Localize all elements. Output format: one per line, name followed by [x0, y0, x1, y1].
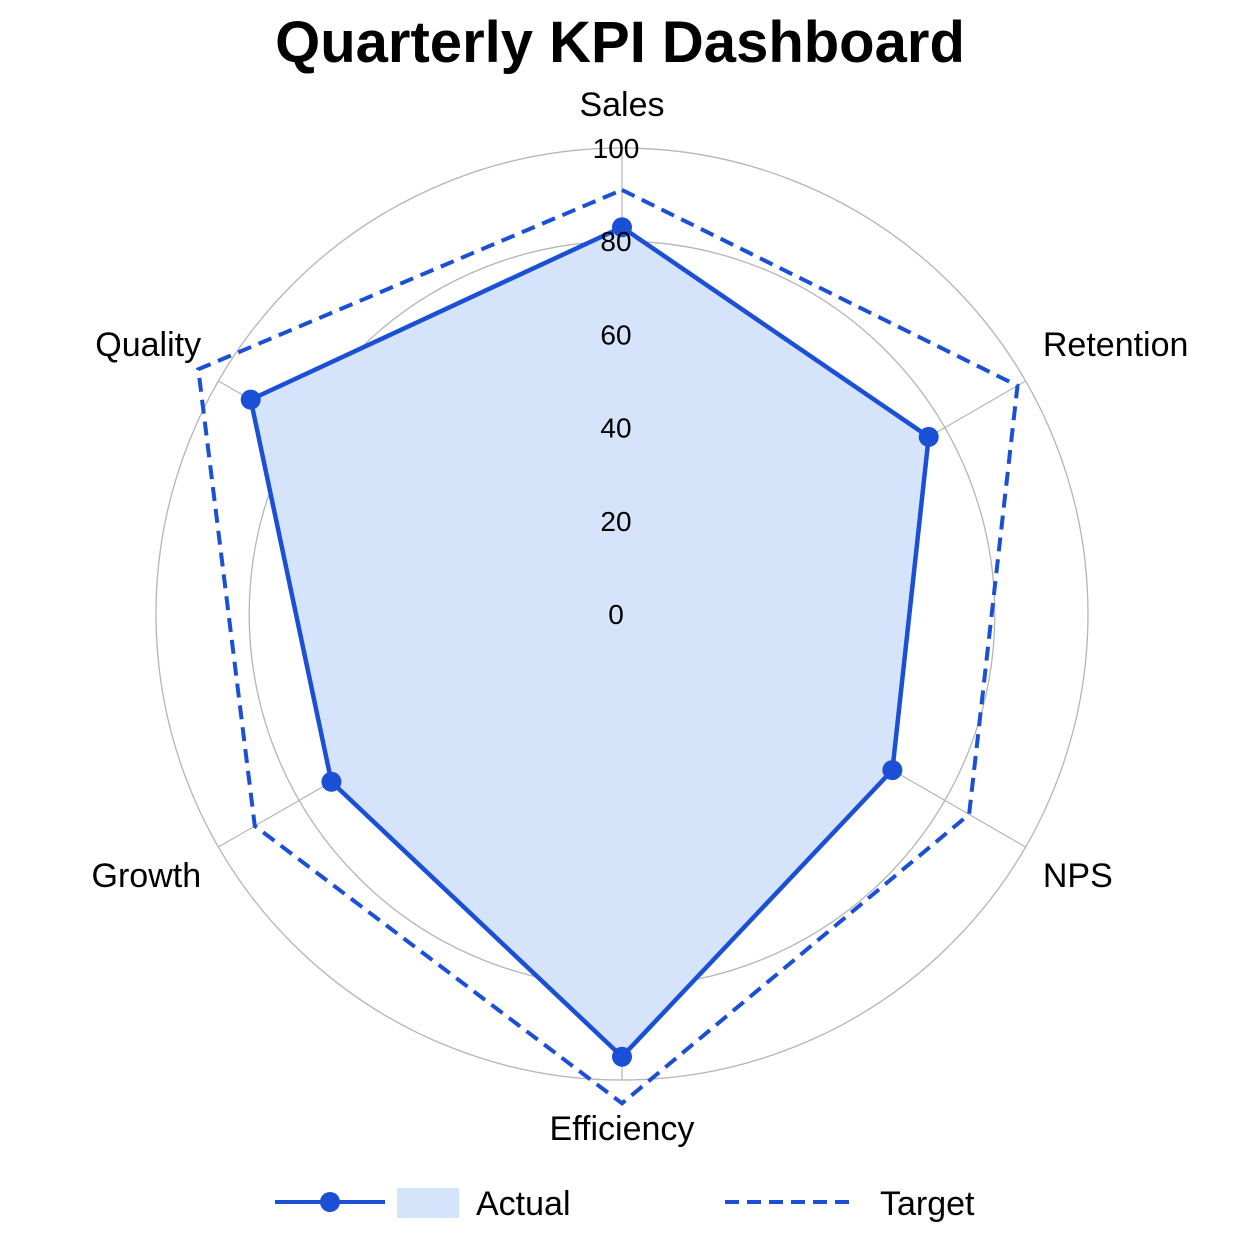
tick-label-80: 80 [600, 226, 631, 257]
series-layer [196, 187, 1020, 1106]
legend-actual-fill-swatch [397, 1188, 459, 1218]
tick-label-40: 40 [600, 413, 631, 444]
series-actual-point-nps [882, 760, 903, 781]
tick-label-0: 0 [608, 599, 624, 630]
tick-label-100: 100 [593, 133, 640, 164]
legend-actual-marker [320, 1192, 340, 1212]
axis-label-growth: Growth [92, 857, 202, 895]
series-actual-point-efficiency [612, 1046, 632, 1067]
series-actual-point-quality [240, 389, 261, 410]
legend-target-label: Target [880, 1185, 975, 1223]
chart-title: Quarterly KPI Dashboard [275, 10, 965, 75]
series-actual-area [250, 227, 929, 1057]
radial-tick-labels: 0 20 40 60 80 100 [593, 133, 640, 630]
series-actual-point-growth [321, 771, 342, 792]
series-actual-point-retention [918, 426, 939, 447]
tick-label-20: 20 [600, 506, 631, 537]
axis-labels: Sales Retention NPS Efficiency Growth Quality [92, 86, 1189, 1148]
axis-label-quality: Quality [95, 326, 201, 364]
legend-actual-label: Actual [476, 1185, 571, 1223]
axis-label-nps: NPS [1043, 857, 1113, 895]
series-target-line [196, 187, 1020, 1106]
series-actual-point-sales [612, 217, 632, 238]
tick-label-60: 60 [600, 319, 631, 350]
legend: Actual Target [275, 1185, 975, 1223]
axis-label-efficiency: Efficiency [550, 1110, 695, 1148]
axis-label-retention: Retention [1043, 326, 1189, 364]
axis-label-sales: Sales [579, 86, 664, 124]
